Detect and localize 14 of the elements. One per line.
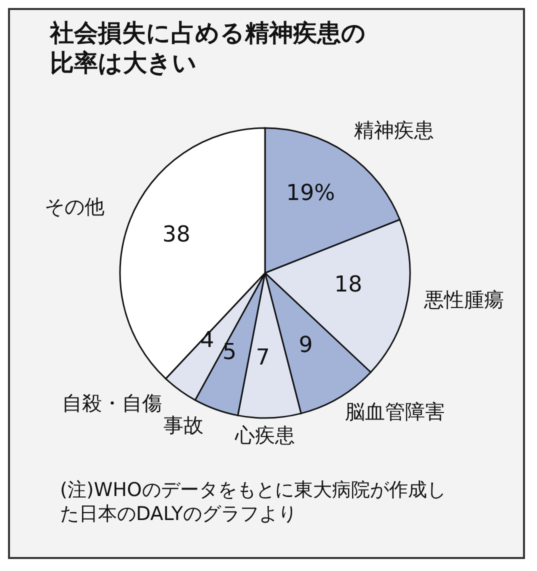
slice-label: 事故 [163, 413, 204, 438]
data-label: 19% [286, 181, 335, 206]
chart-title: 社会損失に占める精神疾患の比率は大きい [48, 18, 367, 78]
slice-label: 精神疾患 [354, 118, 434, 142]
data-label: 38 [162, 222, 190, 248]
slice-label: その他 [44, 194, 105, 219]
data-label: 18 [334, 272, 362, 298]
text: (注)WHOのデータをもとに東大病院が作成した日本のDALYのグラフより [60, 478, 447, 526]
slice-label: 悪性腫瘍 [423, 287, 504, 312]
data-label: 7 [256, 345, 270, 370]
slice-label: 心疾患 [234, 422, 296, 447]
slice-label: 自殺・自傷 [62, 391, 162, 416]
slice-label: 脳血管障害 [345, 400, 446, 424]
data-label: 9 [298, 332, 313, 358]
